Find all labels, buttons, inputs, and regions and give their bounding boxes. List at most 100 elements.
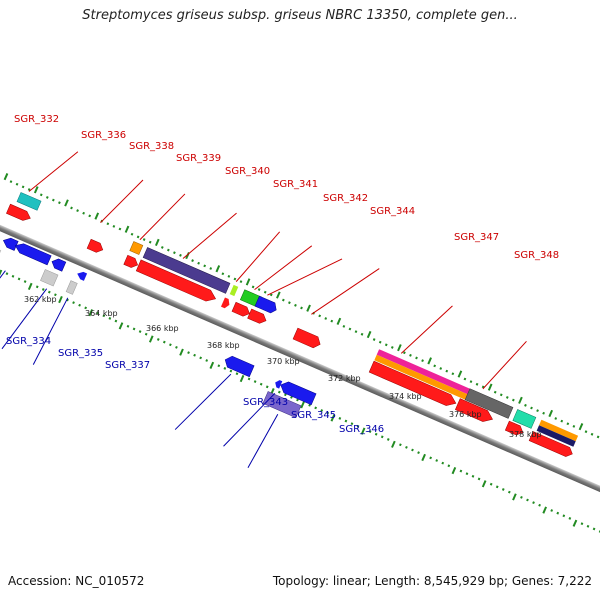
gene-sgr334-gray[interactable] xyxy=(0,244,2,256)
ruler-label: 364 kbp xyxy=(85,309,118,318)
gene-sgr348-gray[interactable] xyxy=(464,388,514,419)
minor-tick xyxy=(17,277,21,281)
gene-label-sgr338[interactable]: SGR_338 xyxy=(129,141,174,152)
minor-tick xyxy=(441,461,445,465)
gene-label-sgr347[interactable]: SGR_347 xyxy=(454,232,499,243)
major-tick xyxy=(542,506,548,514)
minor-tick xyxy=(148,240,152,244)
minor-tick xyxy=(187,351,190,355)
minor-tick xyxy=(439,367,443,370)
minor-tick xyxy=(132,327,136,331)
major-tick xyxy=(58,295,63,304)
gene-sgr335-gray[interactable] xyxy=(40,269,59,287)
gene-red-far-right[interactable] xyxy=(528,431,574,458)
minor-tick xyxy=(314,406,318,410)
minor-tick xyxy=(251,285,255,289)
minor-tick xyxy=(70,206,73,210)
minor-tick xyxy=(562,514,566,518)
major-tick xyxy=(306,304,311,312)
minor-tick xyxy=(45,196,49,199)
gene-teal-right[interactable] xyxy=(512,409,537,429)
gene-sgr341[interactable] xyxy=(231,301,252,318)
minor-tick xyxy=(538,503,541,507)
gene-label-sgr336[interactable]: SGR_336 xyxy=(81,130,126,141)
minor-tick xyxy=(435,459,439,462)
gene-label-sgr348[interactable]: SGR_348 xyxy=(514,250,559,261)
gene-label-sgr337[interactable]: SGR_337 xyxy=(105,360,150,371)
minor-tick xyxy=(403,351,406,355)
gene-sgr332[interactable] xyxy=(6,203,32,223)
minor-tick xyxy=(173,251,176,255)
minor-tick xyxy=(191,259,194,263)
minor-tick xyxy=(417,451,420,455)
gene-sgr338-orange[interactable] xyxy=(129,241,144,255)
gene-label-sgr332[interactable]: SGR_332 xyxy=(14,114,59,125)
minor-tick xyxy=(54,293,57,297)
gene-sgr345-small[interactable] xyxy=(274,379,283,389)
major-tick xyxy=(154,238,160,247)
minor-tick xyxy=(596,435,600,439)
minor-tick xyxy=(76,209,79,212)
minor-tick xyxy=(209,267,213,270)
minor-tick xyxy=(360,332,364,336)
gene-sgr342-blue[interactable] xyxy=(254,295,279,314)
gene-sgr347-orange[interactable] xyxy=(374,354,469,401)
bottom-leader-lines xyxy=(0,270,279,469)
bottom-gene-labels: SGR_334 SGR_335 SGR_337 SGR_343 SGR_345 … xyxy=(6,336,384,435)
minor-tick xyxy=(598,530,600,533)
minor-tick xyxy=(560,419,564,423)
gene-sgr339[interactable] xyxy=(135,259,218,304)
accession-text: Accession: NC_010572 xyxy=(8,574,145,588)
gene-sgr348[interactable] xyxy=(455,398,495,425)
gene-sgr342[interactable] xyxy=(247,308,268,325)
gene-label-sgr339[interactable]: SGR_339 xyxy=(176,153,221,164)
gene-label-sgr344[interactable]: SGR_344 xyxy=(370,206,415,217)
minor-tick xyxy=(356,424,360,428)
minor-tick xyxy=(227,274,231,278)
gene-sgr334[interactable] xyxy=(13,241,52,266)
gene-sgr336[interactable] xyxy=(86,238,105,254)
gene-label-sgr343[interactable]: SGR_343 xyxy=(243,397,288,408)
minor-tick xyxy=(566,422,570,426)
gene-navy-right[interactable] xyxy=(536,425,576,447)
minor-tick xyxy=(142,238,146,241)
gene-label-sgr334[interactable]: SGR_334 xyxy=(6,336,51,347)
minor-tick xyxy=(5,272,9,276)
minor-tick xyxy=(409,353,412,357)
gene-sgr347-magenta[interactable] xyxy=(376,349,471,395)
major-tick xyxy=(276,291,281,299)
gene-sgr338[interactable] xyxy=(123,254,140,269)
gene-sgr335[interactable] xyxy=(50,257,67,272)
gene-sgr337[interactable] xyxy=(76,270,88,281)
gene-sgr337-gray[interactable] xyxy=(65,280,78,295)
top-leader-lines xyxy=(28,151,527,390)
minor-tick xyxy=(380,435,384,439)
major-tick xyxy=(124,225,130,233)
gene-red-right[interactable] xyxy=(504,420,525,437)
minor-tick xyxy=(501,488,505,491)
gene-label-sgr342[interactable]: SGR_342 xyxy=(323,193,368,204)
gene-sgr347[interactable] xyxy=(368,360,458,409)
minor-tick xyxy=(489,482,493,486)
gene-sgr340[interactable] xyxy=(220,297,231,309)
minor-tick xyxy=(294,303,297,307)
gene-sgr334-left[interactable] xyxy=(1,236,19,251)
gene-label-sgr341[interactable]: SGR_341 xyxy=(273,179,318,190)
gene-label-sgr340[interactable]: SGR_340 xyxy=(225,166,270,177)
gene-sgr345[interactable] xyxy=(278,379,317,406)
gene-sgr339-purple[interactable] xyxy=(142,247,231,294)
gene-label-sgr335[interactable]: SGR_335 xyxy=(58,348,103,359)
gene-orange-right[interactable] xyxy=(539,419,579,442)
gene-sgr340-lime[interactable] xyxy=(229,284,239,297)
gene-label-sgr345[interactable]: SGR_345 xyxy=(291,410,336,421)
gene-sgr332-cyan[interactable] xyxy=(16,192,42,211)
gene-sgr346[interactable] xyxy=(262,391,302,419)
minor-tick xyxy=(556,511,560,515)
major-tick xyxy=(239,374,245,383)
gene-sgr343[interactable] xyxy=(223,354,255,378)
gene-sgr344[interactable] xyxy=(292,327,323,350)
gene-label-sgr346[interactable]: SGR_346 xyxy=(339,424,384,435)
minor-tick xyxy=(586,524,590,528)
minor-tick xyxy=(459,469,463,473)
